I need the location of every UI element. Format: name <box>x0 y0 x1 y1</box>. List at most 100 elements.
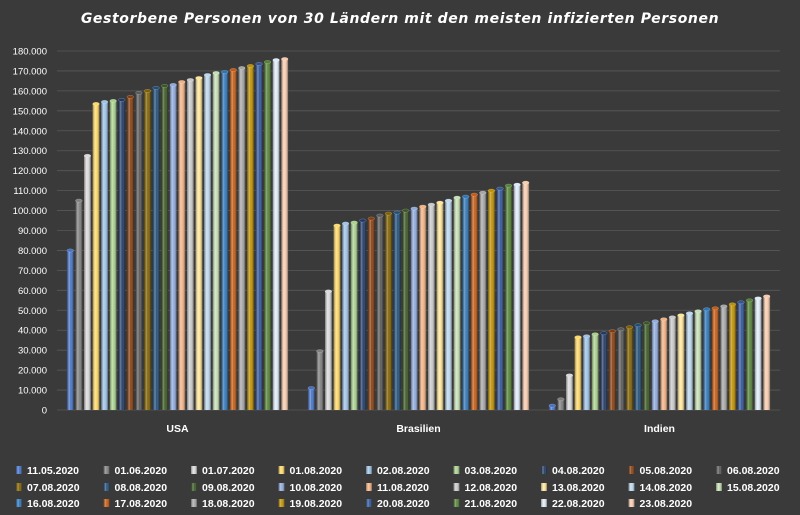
bar <box>470 192 478 410</box>
bar <box>548 403 556 410</box>
bar <box>436 200 444 410</box>
y-tick-label: 110.000 <box>13 186 47 197</box>
legend-item: 17.08.2020 <box>103 498 167 510</box>
bar <box>263 60 272 410</box>
bar-cap <box>600 331 608 336</box>
bar <box>75 198 83 410</box>
bar-cap <box>444 198 453 203</box>
legend-item: 01.08.2020 <box>278 465 343 477</box>
bar <box>342 221 350 410</box>
bar-cap <box>651 319 659 324</box>
y-tick-label: 100.000 <box>13 206 47 217</box>
bar-cap <box>203 73 212 77</box>
bar-cap <box>504 183 513 188</box>
legend-item: 01.07.2020 <box>191 465 255 477</box>
legend-label: 13.08.2020 <box>552 482 605 494</box>
bar-cap <box>178 80 186 84</box>
bar <box>419 204 427 410</box>
bar-shade <box>359 220 367 410</box>
bar-shade <box>255 63 263 410</box>
bar <box>513 182 521 410</box>
bar-cap <box>75 198 83 203</box>
bar-cap <box>591 332 599 337</box>
bar-shade <box>187 79 194 411</box>
bar-shade <box>126 96 134 410</box>
bar-shade <box>264 61 271 410</box>
bar <box>83 153 92 410</box>
bar <box>101 100 109 410</box>
bar <box>643 321 651 410</box>
bar <box>376 213 384 410</box>
bar-shade <box>703 309 711 410</box>
category-label: Indien <box>644 423 675 435</box>
bar-shade <box>238 67 246 411</box>
legend-label: 01.08.2020 <box>290 465 343 477</box>
bar <box>393 210 401 410</box>
bar <box>212 71 220 410</box>
bar <box>109 99 117 410</box>
bar-shade <box>574 337 582 410</box>
legend-swatch-shade <box>103 483 110 491</box>
y-tick-label: 130.000 <box>13 146 47 157</box>
bar <box>126 95 134 410</box>
bar-cap <box>118 98 126 102</box>
y-tick-label: 150.000 <box>13 106 47 117</box>
legend-label: 19.08.2020 <box>290 498 343 510</box>
bar-shade <box>583 336 590 410</box>
bar-shade <box>513 184 521 410</box>
legend-swatch-shade <box>278 466 285 474</box>
bar-shade <box>109 100 117 410</box>
bar-shade <box>746 300 753 410</box>
legend-swatch-shade <box>366 483 372 491</box>
legend-label: 15.08.2020 <box>727 482 780 494</box>
bar <box>754 296 762 410</box>
bar <box>169 83 177 411</box>
legend-item: 23.08.2020 <box>628 498 692 510</box>
legend-swatch-shade <box>716 466 722 474</box>
bar-shade <box>101 101 108 410</box>
bar-shade <box>376 215 384 410</box>
bar-cap <box>66 248 74 253</box>
bar-shade <box>118 99 126 410</box>
bar <box>504 183 513 410</box>
legend-item: 07.08.2020 <box>16 482 80 494</box>
legend-swatch-shade <box>628 499 635 507</box>
bar <box>427 202 435 410</box>
bar-cap <box>186 78 194 82</box>
bar-shade <box>410 208 418 410</box>
legend-label: 20.08.2020 <box>377 498 430 510</box>
bar-cap <box>574 335 582 340</box>
y-tick-label: 90.000 <box>18 226 47 237</box>
bar <box>694 309 702 410</box>
bar-cap <box>685 311 694 316</box>
gridlines <box>57 50 780 411</box>
bar-cap <box>660 317 668 322</box>
legend-swatch-shade <box>16 483 22 491</box>
legend-swatch-shade <box>453 499 460 507</box>
bar-shade <box>754 298 762 410</box>
bar <box>316 349 324 410</box>
bar <box>307 386 315 410</box>
bar-shade <box>393 212 401 410</box>
bar-cap <box>359 218 367 223</box>
legend-swatch-shade <box>716 483 722 491</box>
legend-swatch-shade <box>278 499 285 507</box>
bar-shade <box>385 213 392 410</box>
bar-shade <box>617 329 625 410</box>
bar <box>711 306 719 410</box>
bar-cap <box>668 315 676 320</box>
bar-shade <box>608 331 616 410</box>
bar-shade <box>445 200 452 410</box>
bar <box>522 180 530 410</box>
bar-shade <box>212 72 220 410</box>
bar-cap <box>333 223 341 228</box>
bar <box>203 73 212 410</box>
legend-item: 05.08.2020 <box>628 465 692 477</box>
legend-label: 18.08.2020 <box>202 498 255 510</box>
bar-cap <box>263 60 272 64</box>
bar-cap <box>496 186 504 191</box>
legend-label: 04.08.2020 <box>552 465 605 477</box>
legend-item: 16.08.2020 <box>16 498 80 510</box>
bar-cap <box>487 188 495 193</box>
